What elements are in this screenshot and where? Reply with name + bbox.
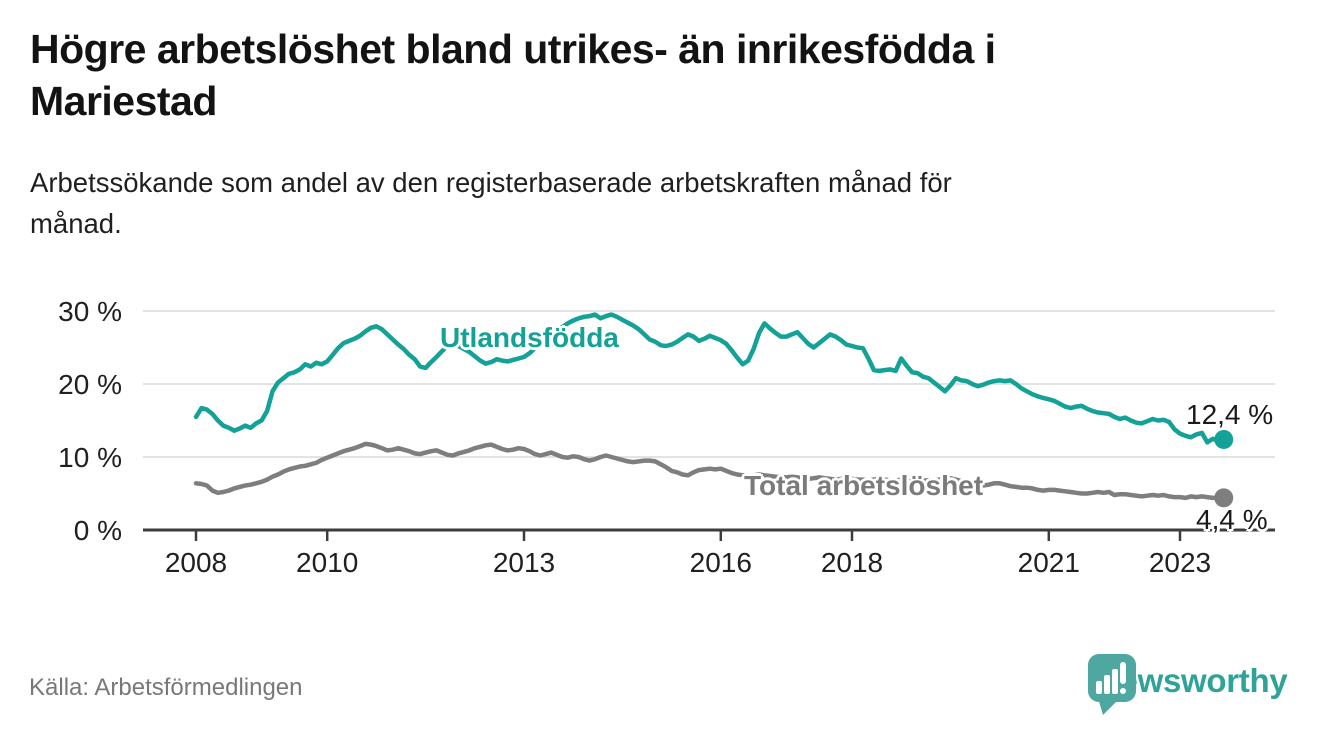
series-line-utlandsfodda — [193, 312, 1226, 445]
series-label-total-arbetsloshet: Total arbetslöshet — [744, 470, 984, 501]
x-axis-label: 2021 — [1018, 547, 1080, 578]
page-subtitle: Arbetssökande som andel av den registerb… — [30, 167, 952, 240]
newsworthy-logo-icon — [1088, 654, 1136, 715]
end-value-label-total: 4,4 % — [1196, 504, 1268, 535]
x-axis-label: 2018 — [821, 547, 883, 578]
source-credit: Källa: Arbetsförmedlingen — [29, 674, 303, 701]
series-label-utlandsfodda: Utlandsfödda — [440, 322, 619, 353]
x-axis-label: 2013 — [493, 547, 555, 578]
end-value-label-utlandsfodda: 12,4 % — [1186, 399, 1274, 430]
y-axis-label: 30 % — [58, 296, 122, 327]
x-axis-label: 2010 — [296, 547, 358, 578]
x-axis-label: 2008 — [165, 547, 227, 578]
x-axis-label: 2023 — [1149, 547, 1211, 578]
newsworthy-branding: Newsworthy — [1086, 652, 1288, 715]
series-end-dot-utlandsfodda — [1214, 429, 1234, 449]
line-chart: 0 % 10 % 20 % 30 % 2008 2010 2013 2016 2018 2021 2… — [58, 296, 1275, 578]
page-title: Högre arbetslöshet bland utrikes- än inr… — [30, 26, 996, 124]
series-end-dot-total — [1214, 488, 1234, 508]
y-axis-label: 10 % — [58, 442, 122, 473]
series-line-total — [193, 441, 1226, 501]
y-axis-label: 20 % — [58, 369, 122, 400]
x-axis-label: 2016 — [690, 547, 752, 578]
y-axis-label: 0 % — [74, 515, 122, 546]
